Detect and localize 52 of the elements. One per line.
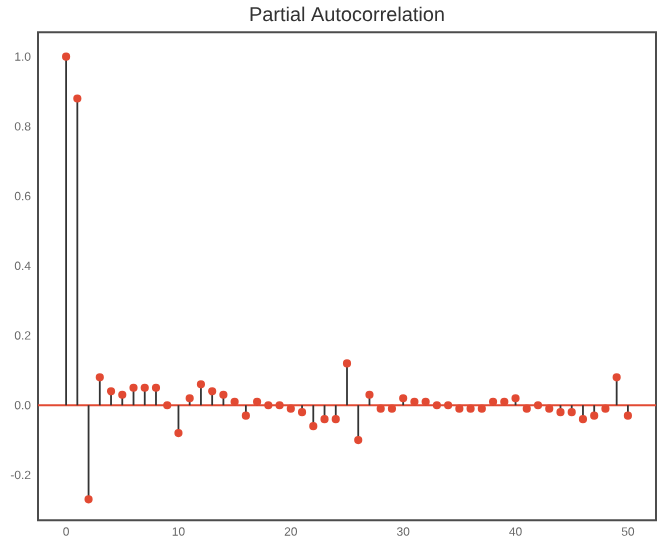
point xyxy=(219,390,228,399)
point xyxy=(241,411,250,420)
point xyxy=(556,407,565,417)
point xyxy=(140,383,149,392)
point xyxy=(208,387,217,396)
point xyxy=(320,414,329,424)
point xyxy=(264,401,273,410)
point xyxy=(230,397,239,406)
point xyxy=(500,397,509,406)
point xyxy=(73,94,82,103)
point xyxy=(118,390,127,399)
point xyxy=(488,397,498,406)
point xyxy=(567,407,576,417)
point xyxy=(590,411,599,420)
point xyxy=(309,421,318,431)
point xyxy=(410,397,419,406)
point xyxy=(95,373,104,382)
point xyxy=(432,401,441,410)
point xyxy=(466,404,475,413)
point xyxy=(623,411,632,420)
point xyxy=(185,394,194,403)
point xyxy=(106,387,116,396)
point xyxy=(163,401,172,410)
point xyxy=(84,495,93,504)
point xyxy=(612,373,621,382)
point xyxy=(354,435,363,445)
point xyxy=(253,397,262,406)
point xyxy=(331,414,340,424)
point xyxy=(444,401,453,410)
point xyxy=(421,397,430,406)
point xyxy=(387,404,397,413)
point xyxy=(365,390,374,399)
point xyxy=(286,404,295,413)
point xyxy=(455,404,464,413)
point xyxy=(129,383,138,392)
chart-title: Partial Autocorrelation xyxy=(250,6,444,22)
point xyxy=(601,404,610,413)
point xyxy=(196,380,206,389)
point xyxy=(174,428,183,438)
point xyxy=(578,414,588,424)
point xyxy=(275,401,284,410)
point xyxy=(545,404,554,413)
point xyxy=(477,404,486,413)
point xyxy=(151,383,161,392)
point xyxy=(399,394,408,403)
point xyxy=(376,404,385,413)
point xyxy=(511,394,520,403)
point xyxy=(297,407,307,417)
point xyxy=(62,52,71,61)
point xyxy=(533,401,543,410)
point xyxy=(522,404,531,413)
point xyxy=(342,359,352,368)
